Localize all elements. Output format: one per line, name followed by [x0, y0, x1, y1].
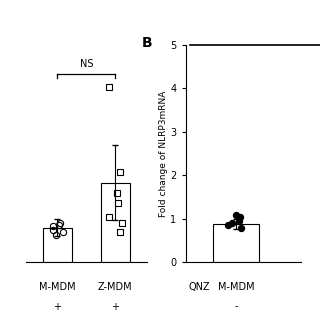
Bar — [101, 183, 130, 262]
Bar — [43, 228, 72, 262]
Bar — [213, 224, 259, 262]
Text: +: + — [53, 301, 61, 312]
Text: M-MDM: M-MDM — [218, 282, 255, 292]
Text: M-MDM: M-MDM — [39, 282, 76, 292]
Text: Z-MDM: Z-MDM — [98, 282, 133, 292]
Text: -: - — [235, 301, 238, 312]
Text: B: B — [142, 36, 152, 50]
Text: +: + — [111, 301, 119, 312]
Y-axis label: Fold change of NLRP3mRNA: Fold change of NLRP3mRNA — [158, 91, 168, 217]
Text: QNZ: QNZ — [188, 282, 210, 292]
Text: NS: NS — [80, 60, 93, 69]
